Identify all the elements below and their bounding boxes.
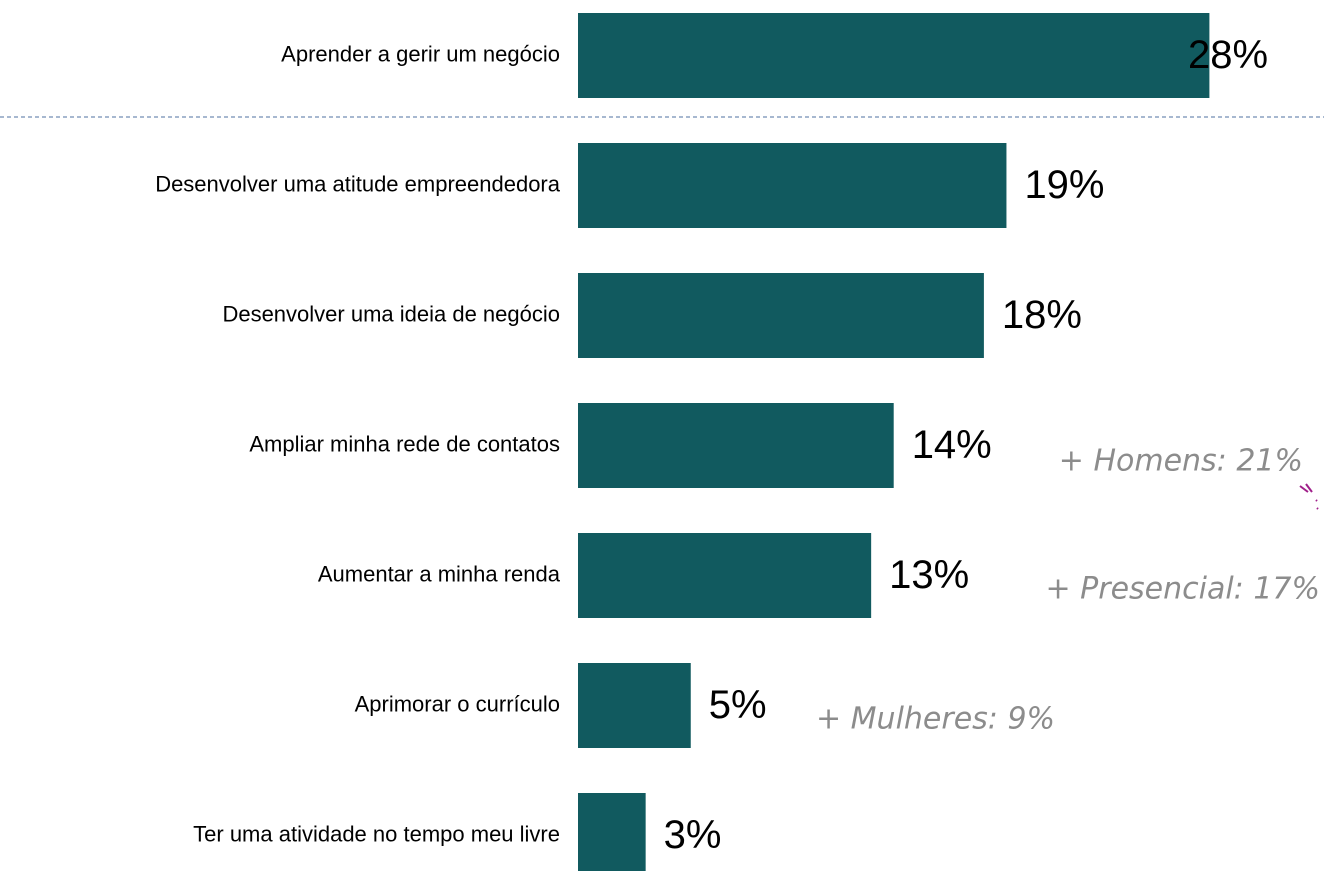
annotation: + Mulheres: 9% <box>816 702 1055 737</box>
bar <box>578 13 1210 98</box>
bar <box>578 273 984 358</box>
annotation: + Homens: 21% <box>1059 444 1303 479</box>
value-label: 19% <box>1024 163 1104 207</box>
category-label: Aprimorar o currículo <box>355 691 560 716</box>
value-label: 13% <box>889 553 969 597</box>
bar <box>578 663 691 748</box>
category-label: Ter uma atividade no tempo meu livre <box>193 821 560 846</box>
bar <box>578 403 894 488</box>
value-label: 18% <box>1002 293 1082 337</box>
bar <box>578 143 1007 228</box>
decoration <box>1299 483 1319 510</box>
category-label: Desenvolver uma ideia de negócio <box>222 301 560 326</box>
category-label: Desenvolver uma atitude empreendedora <box>155 171 561 196</box>
category-label: Aprender a gerir um negócio <box>281 41 560 66</box>
value-label: 28% <box>1188 33 1268 77</box>
value-label: 14% <box>912 423 992 467</box>
bar <box>578 793 646 871</box>
category-label: Aumentar a minha renda <box>318 561 561 586</box>
category-label: Ampliar minha rede de contatos <box>249 431 560 456</box>
value-label: 3% <box>664 813 722 857</box>
bar <box>578 533 872 618</box>
annotation: + Presencial: 17% <box>1045 572 1320 607</box>
value-label: 5% <box>709 683 767 727</box>
